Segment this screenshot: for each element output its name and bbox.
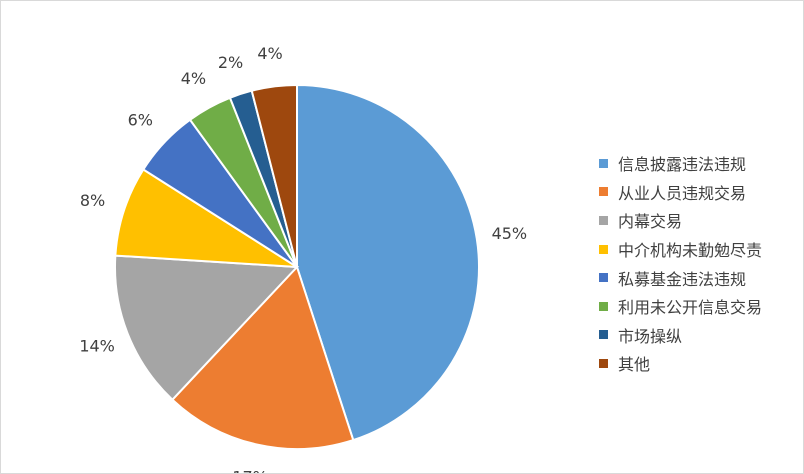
legend-swatch-1: [599, 158, 608, 168]
legend-item-8: 其他: [599, 349, 762, 378]
data-label-7: 2%: [218, 53, 243, 72]
legend-label-1: 信息披露违法违规: [618, 155, 747, 175]
legend-label-7: 市场操纵: [618, 326, 683, 346]
data-label-5: 6%: [128, 110, 153, 129]
legend-item-7: 市场操纵: [599, 321, 762, 350]
legend-label-4: 中介机构未勤勉尽责: [618, 241, 763, 261]
legend-swatch-6: [599, 301, 608, 311]
pie-slice-2: [170, 265, 355, 450]
legend-item-5: 私募基金违法违规: [599, 263, 762, 292]
data-label-6: 4%: [181, 69, 206, 88]
pie-slice-3: [114, 254, 300, 402]
legend-item-1: 信息披露违法违规: [599, 149, 762, 178]
legend: 信息披露违法违规 从业人员违规交易 内幕交易中介机构未勤勉尽责 私募基金违法违规 利用未…: [599, 149, 762, 378]
legend-label-3: 内幕交易: [618, 212, 683, 232]
legend-swatch-4: [599, 244, 608, 254]
legend-label-5: 私募基金违法违规: [618, 269, 747, 289]
data-label-3: 14%: [79, 337, 115, 356]
data-label-8: 4%: [257, 44, 282, 63]
legend-label-8: 其他: [618, 355, 651, 375]
legend-item-3: 内幕交易: [599, 206, 762, 235]
legend-item-6: 利用未公开信息交易: [599, 292, 762, 321]
data-label-1: 45%: [492, 224, 528, 243]
pie-slice-8: [250, 83, 298, 268]
legend-swatch-2: [599, 187, 608, 197]
legend-item-4: 中介机构未勤勉尽责: [599, 235, 762, 264]
legend-label-6: 利用未公开信息交易: [618, 298, 763, 318]
legend-item-2: 从业人员违规交易: [599, 178, 762, 207]
legend-swatch-8: [599, 358, 608, 368]
legend-swatch-3: [599, 215, 608, 225]
pie-slice-1: [296, 83, 480, 442]
data-label-4: 8%: [80, 191, 105, 210]
legend-label-2: 从业人员违规交易: [618, 183, 747, 203]
legend-swatch-5: [599, 273, 608, 283]
legend-swatch-7: [599, 330, 608, 340]
data-label-2: 17%: [232, 467, 268, 473]
pie-slice-4: [114, 168, 298, 268]
